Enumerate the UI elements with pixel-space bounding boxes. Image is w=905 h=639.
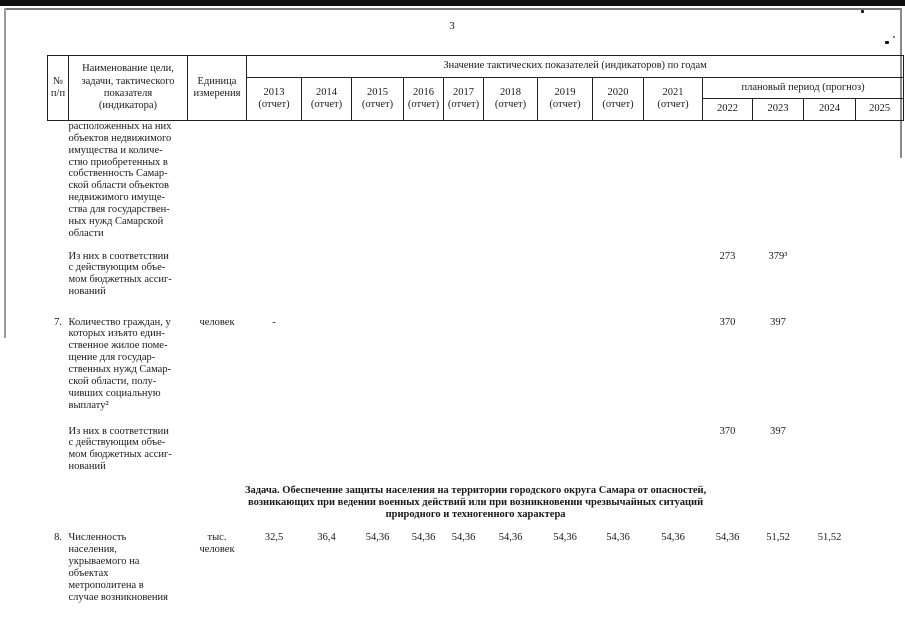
table-row: Из них в соответствии с действующим объе…: [48, 426, 904, 473]
table-row: Из них в соответствии с действующим объе…: [48, 251, 904, 317]
table-row: 8. Численность населения, укрываемого на…: [48, 532, 904, 639]
col-header-year-2023: 2023: [752, 98, 804, 121]
row-num: [48, 251, 69, 317]
value-2016: 54,36: [411, 532, 436, 544]
row-unit: тыс. человек: [199, 532, 235, 556]
value-2022: 370: [719, 316, 736, 328]
value-2021: 54,36: [661, 532, 685, 544]
row-num: [48, 426, 69, 473]
table-row: расположенных на них объектов недвижимог…: [48, 121, 904, 251]
value-2013: -: [272, 316, 276, 328]
row-unit: [188, 426, 247, 473]
col-header-year-2017: 2017 (отчет): [443, 77, 484, 121]
value-2017: 54,36: [451, 532, 476, 544]
value-2022: 370: [719, 425, 736, 437]
col-header-year-2014: 2014 (отчет): [301, 77, 352, 121]
task-heading-text: Задача. Обеспечение защиты населения на …: [244, 484, 707, 520]
col-header-unit: Единица измерения: [187, 55, 247, 121]
col-header-year-2024: 2024: [803, 98, 856, 121]
col-header-year-2021: 2021 (отчет): [643, 77, 703, 121]
col-header-values-title: Значение тактических показателей (индика…: [245, 55, 905, 78]
value-2023: 379³: [768, 250, 788, 262]
value-2015: 54,36: [365, 532, 390, 544]
col-header-year-2022: 2022: [702, 98, 753, 121]
task-heading-row: Задача. Обеспечение защиты населения на …: [48, 473, 904, 532]
table-row: 7. Количество граждан, у которых изъято …: [48, 317, 904, 426]
value-2014: 36,4: [317, 532, 336, 544]
scan-speck: [893, 36, 895, 38]
col-header-year-2018: 2018 (отчет): [483, 77, 538, 121]
scan-speck: [885, 41, 889, 44]
row-name: Из них в соответствии с действующим объе…: [68, 250, 172, 298]
scan-top-edge: [0, 0, 905, 6]
page-border-left: [4, 8, 6, 338]
col-header-year-2020: 2020 (отчет): [592, 77, 644, 121]
value-2019: 54,36: [553, 532, 577, 544]
col-header-year-2019: 2019 (отчет): [537, 77, 593, 121]
task-heading: Задача. Обеспечение защиты населения на …: [48, 473, 904, 532]
row-name: Численность населения, укрываемого на об…: [68, 532, 169, 603]
row-num: 8.: [54, 532, 62, 544]
value-2022: 54,36: [715, 532, 740, 544]
row-name: Количество граждан, у которых изъято еди…: [68, 316, 172, 411]
row-num: [48, 121, 69, 251]
row-name: расположенных на них объектов недвижимог…: [68, 121, 172, 239]
value-2024: 51,52: [817, 532, 842, 544]
value-2023: 51,52: [766, 532, 790, 544]
col-header-num: № п/п: [47, 55, 69, 121]
value-2023: 397: [770, 316, 786, 328]
value-2020: 54,36: [606, 532, 630, 544]
page-number: 3: [449, 20, 455, 32]
row-unit: [188, 251, 247, 317]
row-unit: [188, 121, 247, 251]
row-unit: человек: [199, 316, 235, 328]
col-header-year-2013: 2013 (отчет): [246, 77, 302, 121]
row-num: 7.: [54, 316, 62, 328]
col-header-plan-title: плановый период (прогноз): [701, 77, 905, 99]
col-header-year-2025: 2025: [854, 98, 905, 121]
col-header-year-2016: 2016 (отчет): [403, 77, 444, 121]
page-border-top: [4, 8, 901, 10]
value-2013: 32,5: [264, 532, 284, 544]
value-2023: 397: [770, 425, 786, 437]
col-header-name: Наименование цели, задачи, тактического …: [68, 55, 188, 121]
value-2022: 273: [719, 250, 736, 262]
col-header-year-2015: 2015 (отчет): [351, 77, 404, 121]
scan-speck: [861, 10, 864, 13]
indicators-table: № п/п Наименование цели, задачи, тактиче…: [47, 55, 905, 639]
value-2018: 54,36: [498, 532, 523, 544]
row-name: Из них в соответствии с действующим объе…: [68, 425, 172, 473]
